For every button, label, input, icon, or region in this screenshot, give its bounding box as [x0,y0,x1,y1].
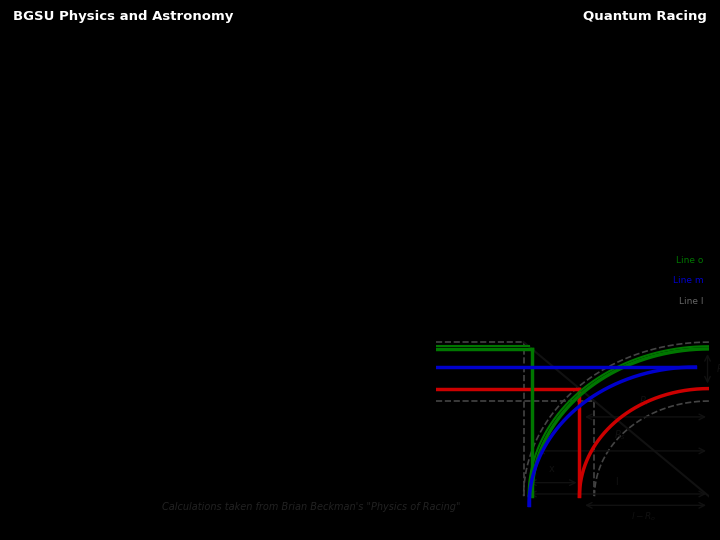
Text: Line l: Line l [679,297,703,306]
Text: $l - R_o$: $l - R_o$ [631,511,657,523]
Text: Line o: Line o [676,256,703,265]
Text: difference in radii, and therefore allowed: difference in radii, and therefore allow… [27,160,561,180]
Text: Corner : 75 ft radius at centerline: Corner : 75 ft radius at centerline [27,232,305,249]
Text: $R_i$: $R_i$ [639,394,649,408]
Text: Line m: Line m [672,276,703,286]
Text: speeds for a given setup.: speeds for a given setup. [27,187,361,207]
Text: Quantum Racing: Quantum Racing [583,10,707,23]
Text: Line Radii/max velocity (1.1g turn):: Line Radii/max velocity (1.1g turn): [27,279,320,296]
Text: Obviously the different lines have a: Obviously the different lines have a [27,133,477,153]
Text: l: l [615,477,618,487]
Text: 30 foot track width: 30 foot track width [27,251,258,269]
Text: Calculations taken from Brian Beckman's "Physics of Racing": Calculations taken from Brian Beckman's … [162,502,460,512]
Text: $R_s$: $R_s$ [614,428,626,442]
Text: effective green line – 87 feet/37.79 mph: effective green line – 87 feet/37.79 mph [27,341,372,359]
Text: effective blue line – 145 feet/48.78 mph: effective blue line – 145 feet/48.78 mph [27,375,370,393]
Bar [7,5,713,27]
Text: BGSU Physics and Astronomy: BGSU Physics and Astronomy [13,10,233,23]
Text: $R_o$: $R_o$ [716,362,720,376]
Text: x: x [549,463,554,474]
Text: Variations in speed…: Variations in speed… [130,55,590,93]
Text: effective red line – 63 feet/32.16 mph: effective red line – 63 feet/32.16 mph [27,308,351,326]
